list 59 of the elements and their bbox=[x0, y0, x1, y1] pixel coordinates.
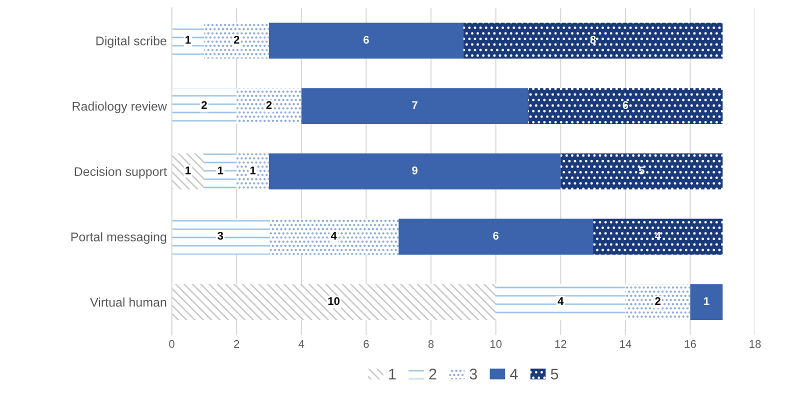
data-label: 9 bbox=[412, 166, 418, 174]
data-label: 1 bbox=[186, 166, 191, 174]
data-label: 5 bbox=[638, 166, 644, 174]
data-label: 1 bbox=[186, 36, 191, 44]
data-label: 2 bbox=[655, 297, 660, 305]
legend-label: 1 bbox=[389, 368, 396, 380]
bar bbox=[204, 22, 269, 59]
bar bbox=[625, 284, 690, 320]
legend-label: 4 bbox=[510, 368, 518, 380]
bar bbox=[268, 22, 464, 59]
bar bbox=[204, 153, 237, 190]
x-tick-label: 16 bbox=[684, 340, 696, 348]
bar bbox=[528, 88, 723, 124]
bar bbox=[268, 153, 561, 190]
x-tick-label: 12 bbox=[555, 340, 566, 348]
x-tick-label: 14 bbox=[620, 340, 632, 348]
y-tick-label: Digital scribe bbox=[96, 36, 166, 48]
x-tick-label: 0 bbox=[169, 340, 174, 348]
bar bbox=[172, 218, 269, 255]
y-tick-label: Radiology review bbox=[72, 102, 167, 114]
x-tick-label: 10 bbox=[490, 340, 502, 348]
data-label: 1 bbox=[218, 166, 224, 174]
bar bbox=[690, 284, 723, 320]
bar bbox=[268, 218, 399, 255]
bar bbox=[593, 218, 723, 255]
data-label: 3 bbox=[218, 232, 224, 240]
bar bbox=[560, 153, 723, 190]
x-tick-label: 18 bbox=[750, 340, 761, 348]
bar bbox=[301, 88, 528, 124]
data-label: 1 bbox=[704, 297, 710, 305]
y-tick-label: Decision support bbox=[74, 166, 167, 179]
x-tick-label: 8 bbox=[428, 340, 434, 348]
y-tick-label: Portal messaging bbox=[71, 232, 166, 244]
data-label: 2 bbox=[234, 36, 240, 44]
data-label: 4 bbox=[330, 232, 337, 240]
x-tick-label: 2 bbox=[234, 340, 240, 348]
bar bbox=[172, 22, 204, 59]
bar bbox=[463, 22, 723, 59]
bar bbox=[172, 153, 204, 190]
bar bbox=[172, 284, 496, 320]
legend-label: 3 bbox=[470, 368, 477, 380]
data-label: 7 bbox=[412, 101, 418, 109]
bar bbox=[172, 88, 237, 124]
legend-label: 5 bbox=[550, 368, 558, 380]
data-label: 6 bbox=[364, 36, 369, 44]
bar bbox=[398, 218, 594, 255]
bar bbox=[236, 153, 269, 190]
data-label: 6 bbox=[493, 232, 499, 240]
y-tick-label: Virtual human bbox=[90, 298, 166, 307]
x-tick-label: 6 bbox=[364, 340, 369, 348]
data-label: 10 bbox=[328, 297, 340, 306]
bar bbox=[496, 284, 626, 320]
data-label: 2 bbox=[266, 101, 272, 109]
data-label: 1 bbox=[250, 166, 256, 174]
x-tick-label: 4 bbox=[298, 340, 304, 348]
legend-label: 2 bbox=[429, 368, 436, 380]
data-label: 4 bbox=[558, 297, 564, 305]
data-label: 2 bbox=[201, 101, 207, 109]
bar bbox=[236, 88, 302, 124]
